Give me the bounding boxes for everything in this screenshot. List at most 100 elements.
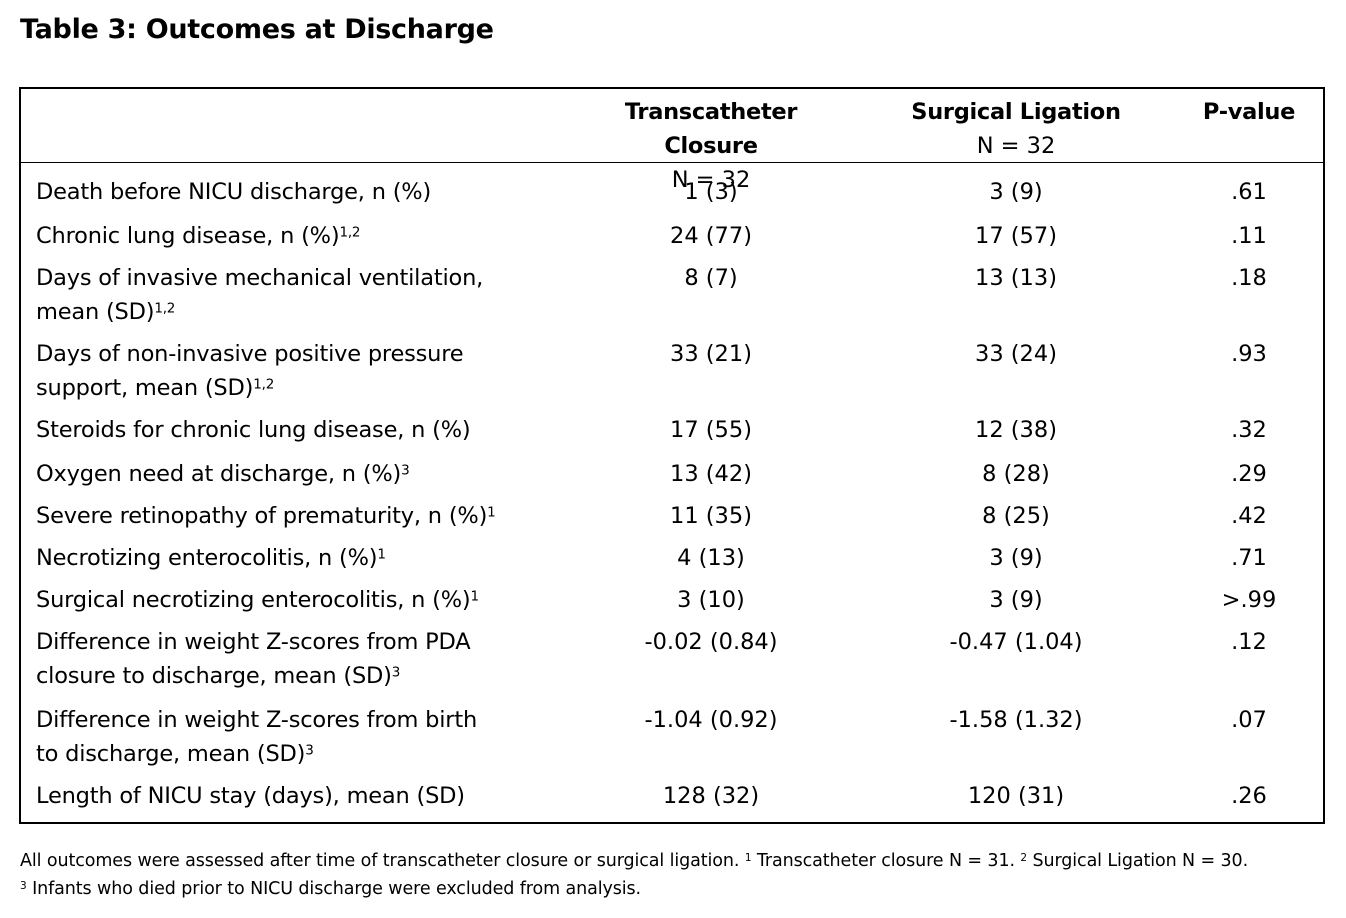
row-label-text: Chronic lung disease, n (%) bbox=[36, 223, 340, 249]
row-label: Days of non-invasive positive pressure su… bbox=[36, 337, 576, 405]
surgical-value: 33 (24) bbox=[975, 341, 1057, 367]
transcatheter-value: 17 (55) bbox=[670, 417, 752, 443]
row-label-text: Necrotizing enterocolitis, n (%) bbox=[36, 545, 378, 571]
footnote-mark: 3 bbox=[20, 879, 27, 892]
p-value: .42 bbox=[1231, 503, 1267, 529]
footnote-mark: 1,2 bbox=[339, 224, 361, 241]
row-label-line: Steroids for chronic lung disease, n (%) bbox=[36, 413, 576, 447]
row-label-line: Necrotizing enterocolitis, n (%)1 bbox=[36, 541, 576, 575]
footnote-1: Transcatheter closure N = 31. bbox=[756, 851, 1015, 871]
surgical-value: 3 (9) bbox=[989, 545, 1043, 571]
row-label-text: mean (SD) bbox=[36, 299, 155, 325]
row-label-line: mean (SD)1,2 bbox=[36, 295, 576, 329]
p-value: .93 bbox=[1231, 341, 1267, 367]
column-n: N = 32 bbox=[671, 167, 751, 193]
transcatheter-value: 1 (3) bbox=[684, 179, 738, 205]
header-divider bbox=[21, 162, 1323, 163]
row-label: Length of NICU stay (days), mean (SD) bbox=[36, 779, 576, 813]
p-value: .26 bbox=[1231, 783, 1267, 809]
transcatheter-value: 13 (42) bbox=[670, 461, 752, 487]
row-label-line: Severe retinopathy of prematurity, n (%)… bbox=[36, 499, 576, 533]
footnote-mark: 1 bbox=[487, 504, 496, 521]
row-label-line: Length of NICU stay (days), mean (SD) bbox=[36, 779, 576, 813]
footnote-mark: 1 bbox=[744, 851, 752, 864]
row-label: Difference in weight Z-scores from PDA cl… bbox=[36, 625, 576, 693]
p-value: .07 bbox=[1231, 707, 1267, 733]
transcatheter-value: 128 (32) bbox=[662, 783, 760, 809]
table-title: Table 3: Outcomes at Discharge bbox=[20, 14, 494, 45]
column-name: Transcatheter Closure bbox=[624, 99, 798, 159]
row-label: Death before NICU discharge, n (%) bbox=[36, 175, 576, 209]
transcatheter-value: -1.04 (0.92) bbox=[644, 707, 778, 733]
row-label: Oxygen need at discharge, n (%)3 bbox=[36, 457, 576, 491]
row-label-text: Oxygen need at discharge, n (%) bbox=[36, 461, 402, 487]
surgical-value: -0.47 (1.04) bbox=[949, 629, 1083, 655]
row-label: Necrotizing enterocolitis, n (%)1 bbox=[36, 541, 576, 575]
row-label-text: support, mean (SD) bbox=[36, 375, 254, 401]
row-label-text: Length of NICU stay (days), mean (SD) bbox=[36, 783, 465, 809]
column-header-transcatheter: Transcatheter Closure N = 32 bbox=[581, 95, 841, 197]
column-header-surgical: Surgical Ligation N = 32 bbox=[881, 95, 1151, 163]
table-footnote: All outcomes were assessed after time of… bbox=[20, 847, 1330, 903]
row-label-line: Death before NICU discharge, n (%) bbox=[36, 175, 576, 209]
row-label-line: Days of non-invasive positive pressure bbox=[36, 337, 576, 371]
transcatheter-value: 8 (7) bbox=[684, 265, 738, 291]
footnote-mark: 1,2 bbox=[154, 300, 176, 317]
row-label-line: support, mean (SD)1,2 bbox=[36, 371, 576, 405]
footnote-mark: 1 bbox=[470, 588, 480, 605]
row-label-text: Death before NICU discharge, n (%) bbox=[36, 179, 432, 205]
surgical-value: 8 (25) bbox=[982, 503, 1050, 529]
footnote-mark: 3 bbox=[401, 462, 410, 479]
footnote-mark: 3 bbox=[305, 742, 314, 759]
footnote-mark: 1 bbox=[377, 546, 386, 563]
p-value: .11 bbox=[1231, 223, 1267, 249]
p-value: .71 bbox=[1231, 545, 1267, 571]
transcatheter-value: 3 (10) bbox=[677, 587, 745, 613]
row-label: Severe retinopathy of prematurity, n (%)… bbox=[36, 499, 576, 533]
surgical-value: 12 (38) bbox=[975, 417, 1057, 443]
surgical-value: 17 (57) bbox=[975, 223, 1057, 249]
row-label-text: closure to discharge, mean (SD) bbox=[36, 663, 392, 689]
p-value: .18 bbox=[1231, 265, 1267, 291]
row-label-line: Difference in weight Z-scores from birth bbox=[36, 703, 576, 737]
row-label-text: to discharge, mean (SD) bbox=[36, 741, 306, 767]
row-label: Steroids for chronic lung disease, n (%) bbox=[36, 413, 576, 447]
transcatheter-value: -0.02 (0.84) bbox=[644, 629, 778, 655]
footnote-3: Infants who died prior to NICU discharge… bbox=[32, 879, 642, 899]
footnote-line-1: All outcomes were assessed after time of… bbox=[20, 847, 1330, 875]
row-label: Difference in weight Z-scores from birth… bbox=[36, 703, 576, 771]
surgical-value: 120 (31) bbox=[967, 783, 1065, 809]
surgical-value: 13 (13) bbox=[975, 265, 1057, 291]
outcomes-table: Transcatheter Closure N = 32 Surgical Li… bbox=[19, 87, 1325, 824]
footnote-main: All outcomes were assessed after time of… bbox=[20, 851, 740, 871]
row-label-line: Surgical necrotizing enterocolitis, n (%… bbox=[36, 583, 576, 617]
row-label-line: closure to discharge, mean (SD)3 bbox=[36, 659, 576, 693]
row-label: Chronic lung disease, n (%)1,2 bbox=[36, 219, 576, 253]
row-label: Days of invasive mechanical ventilation,… bbox=[36, 261, 576, 329]
row-label-line: Difference in weight Z-scores from PDA bbox=[36, 625, 576, 659]
transcatheter-value: 4 (13) bbox=[677, 545, 745, 571]
row-label: Surgical necrotizing enterocolitis, n (%… bbox=[36, 583, 576, 617]
p-value: .12 bbox=[1231, 629, 1267, 655]
footnote-2: Surgical Ligation N = 30. bbox=[1032, 851, 1249, 871]
surgical-value: -1.58 (1.32) bbox=[949, 707, 1083, 733]
row-label-text: Difference in weight Z-scores from birth bbox=[36, 707, 478, 733]
footnote-mark: 3 bbox=[391, 664, 401, 681]
row-label-line: to discharge, mean (SD)3 bbox=[36, 737, 576, 771]
transcatheter-value: 11 (35) bbox=[670, 503, 752, 529]
column-header-p-value: P-value bbox=[1181, 95, 1317, 129]
row-label-text: Severe retinopathy of prematurity, n (%) bbox=[36, 503, 488, 529]
surgical-value: 3 (9) bbox=[989, 587, 1043, 613]
surgical-value: 8 (28) bbox=[982, 461, 1050, 487]
p-value: .32 bbox=[1231, 417, 1267, 443]
row-label-text: Surgical necrotizing enterocolitis, n (%… bbox=[36, 587, 471, 613]
row-label-line: Oxygen need at discharge, n (%)3 bbox=[36, 457, 576, 491]
footnote-mark: 1,2 bbox=[253, 376, 275, 393]
column-name: Surgical Ligation bbox=[911, 99, 1121, 125]
row-label-line: Chronic lung disease, n (%)1,2 bbox=[36, 219, 576, 253]
row-label-text: Difference in weight Z-scores from PDA bbox=[36, 629, 471, 655]
row-label-text: Days of non-invasive positive pressure bbox=[36, 341, 464, 367]
column-n: N = 32 bbox=[976, 133, 1056, 159]
transcatheter-value: 24 (77) bbox=[670, 223, 752, 249]
surgical-value: 3 (9) bbox=[989, 179, 1043, 205]
